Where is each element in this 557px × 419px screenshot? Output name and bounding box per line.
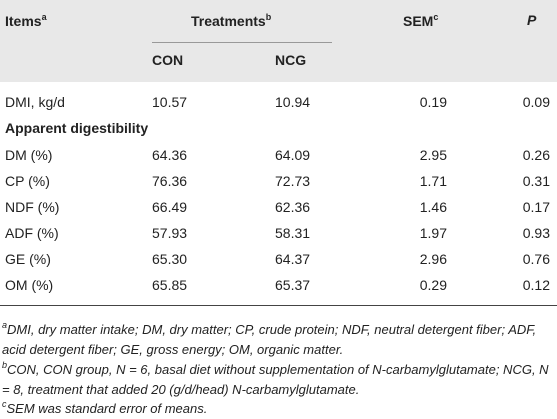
- note-mark: a: [2, 320, 8, 330]
- cell: 0.26: [522, 147, 550, 163]
- span-rule: [152, 42, 332, 43]
- note-mark: a: [41, 12, 47, 22]
- row-label: OM (%): [5, 277, 54, 293]
- header-band: [0, 0, 557, 82]
- header-sem: SEMc: [403, 12, 438, 29]
- row-label: NDF (%): [5, 199, 60, 215]
- cell: 10.94: [275, 94, 311, 110]
- note-mark: b: [265, 12, 272, 22]
- cell: 65.30: [152, 251, 188, 267]
- cell: 64.09: [275, 147, 311, 163]
- header-items: Itemsa: [5, 12, 47, 29]
- footnote-text: CON, CON group, N = 6, basal diet withou…: [2, 362, 549, 397]
- cell: 76.36: [152, 173, 188, 189]
- cell: 65.37: [275, 277, 311, 293]
- header-text: Items: [5, 13, 42, 29]
- row-label: DMI, kg/d: [5, 94, 65, 110]
- cell: 64.37: [275, 251, 311, 267]
- cell: 66.49: [152, 199, 188, 215]
- footnote-text: SEM was standard error of means.: [6, 401, 208, 416]
- cell: 10.57: [152, 94, 188, 110]
- cell: 1.97: [419, 225, 447, 241]
- cell: 0.17: [522, 199, 550, 215]
- cell: 2.95: [419, 147, 447, 163]
- cell: 1.46: [419, 199, 447, 215]
- section-label: Apparent digestibility: [5, 120, 149, 136]
- cell: 0.19: [419, 94, 447, 110]
- note-mark: c: [433, 12, 439, 22]
- cell: 57.93: [152, 225, 188, 241]
- cell: 0.76: [522, 251, 550, 267]
- cell: 0.31: [522, 173, 550, 189]
- footnote-text: DMI, dry matter intake; DM, dry matter; …: [2, 322, 537, 357]
- header-text: Treatments: [191, 13, 266, 29]
- row-label: ADF (%): [5, 225, 59, 241]
- footnote: bCON, CON group, N = 6, basal diet witho…: [2, 356, 554, 399]
- cell: 0.12: [522, 277, 550, 293]
- row-label: GE (%): [5, 251, 51, 267]
- cell: 0.29: [419, 277, 447, 293]
- note-mark: c: [2, 399, 7, 409]
- header-ncg: NCG: [275, 52, 307, 68]
- cell: 1.71: [419, 173, 447, 189]
- cell: 64.36: [152, 147, 188, 163]
- header-treatments: Treatmentsb: [191, 12, 271, 29]
- footnote: aDMI, dry matter intake; DM, dry matter;…: [2, 316, 554, 359]
- cell: 65.85: [152, 277, 188, 293]
- header-text: SEM: [403, 13, 434, 29]
- row-label: CP (%): [5, 173, 50, 189]
- cell: 72.73: [275, 173, 311, 189]
- row-label: DM (%): [5, 147, 53, 163]
- header-p: P: [527, 12, 537, 28]
- cell: 2.96: [419, 251, 447, 267]
- note-mark: b: [2, 360, 8, 370]
- footnote: cSEM was standard error of means.: [2, 395, 554, 419]
- cell: 0.09: [522, 94, 550, 110]
- cell: 58.31: [275, 225, 311, 241]
- bottom-rule: [0, 305, 557, 306]
- header-con: CON: [152, 52, 184, 68]
- cell: 0.93: [522, 225, 550, 241]
- cell: 62.36: [275, 199, 311, 215]
